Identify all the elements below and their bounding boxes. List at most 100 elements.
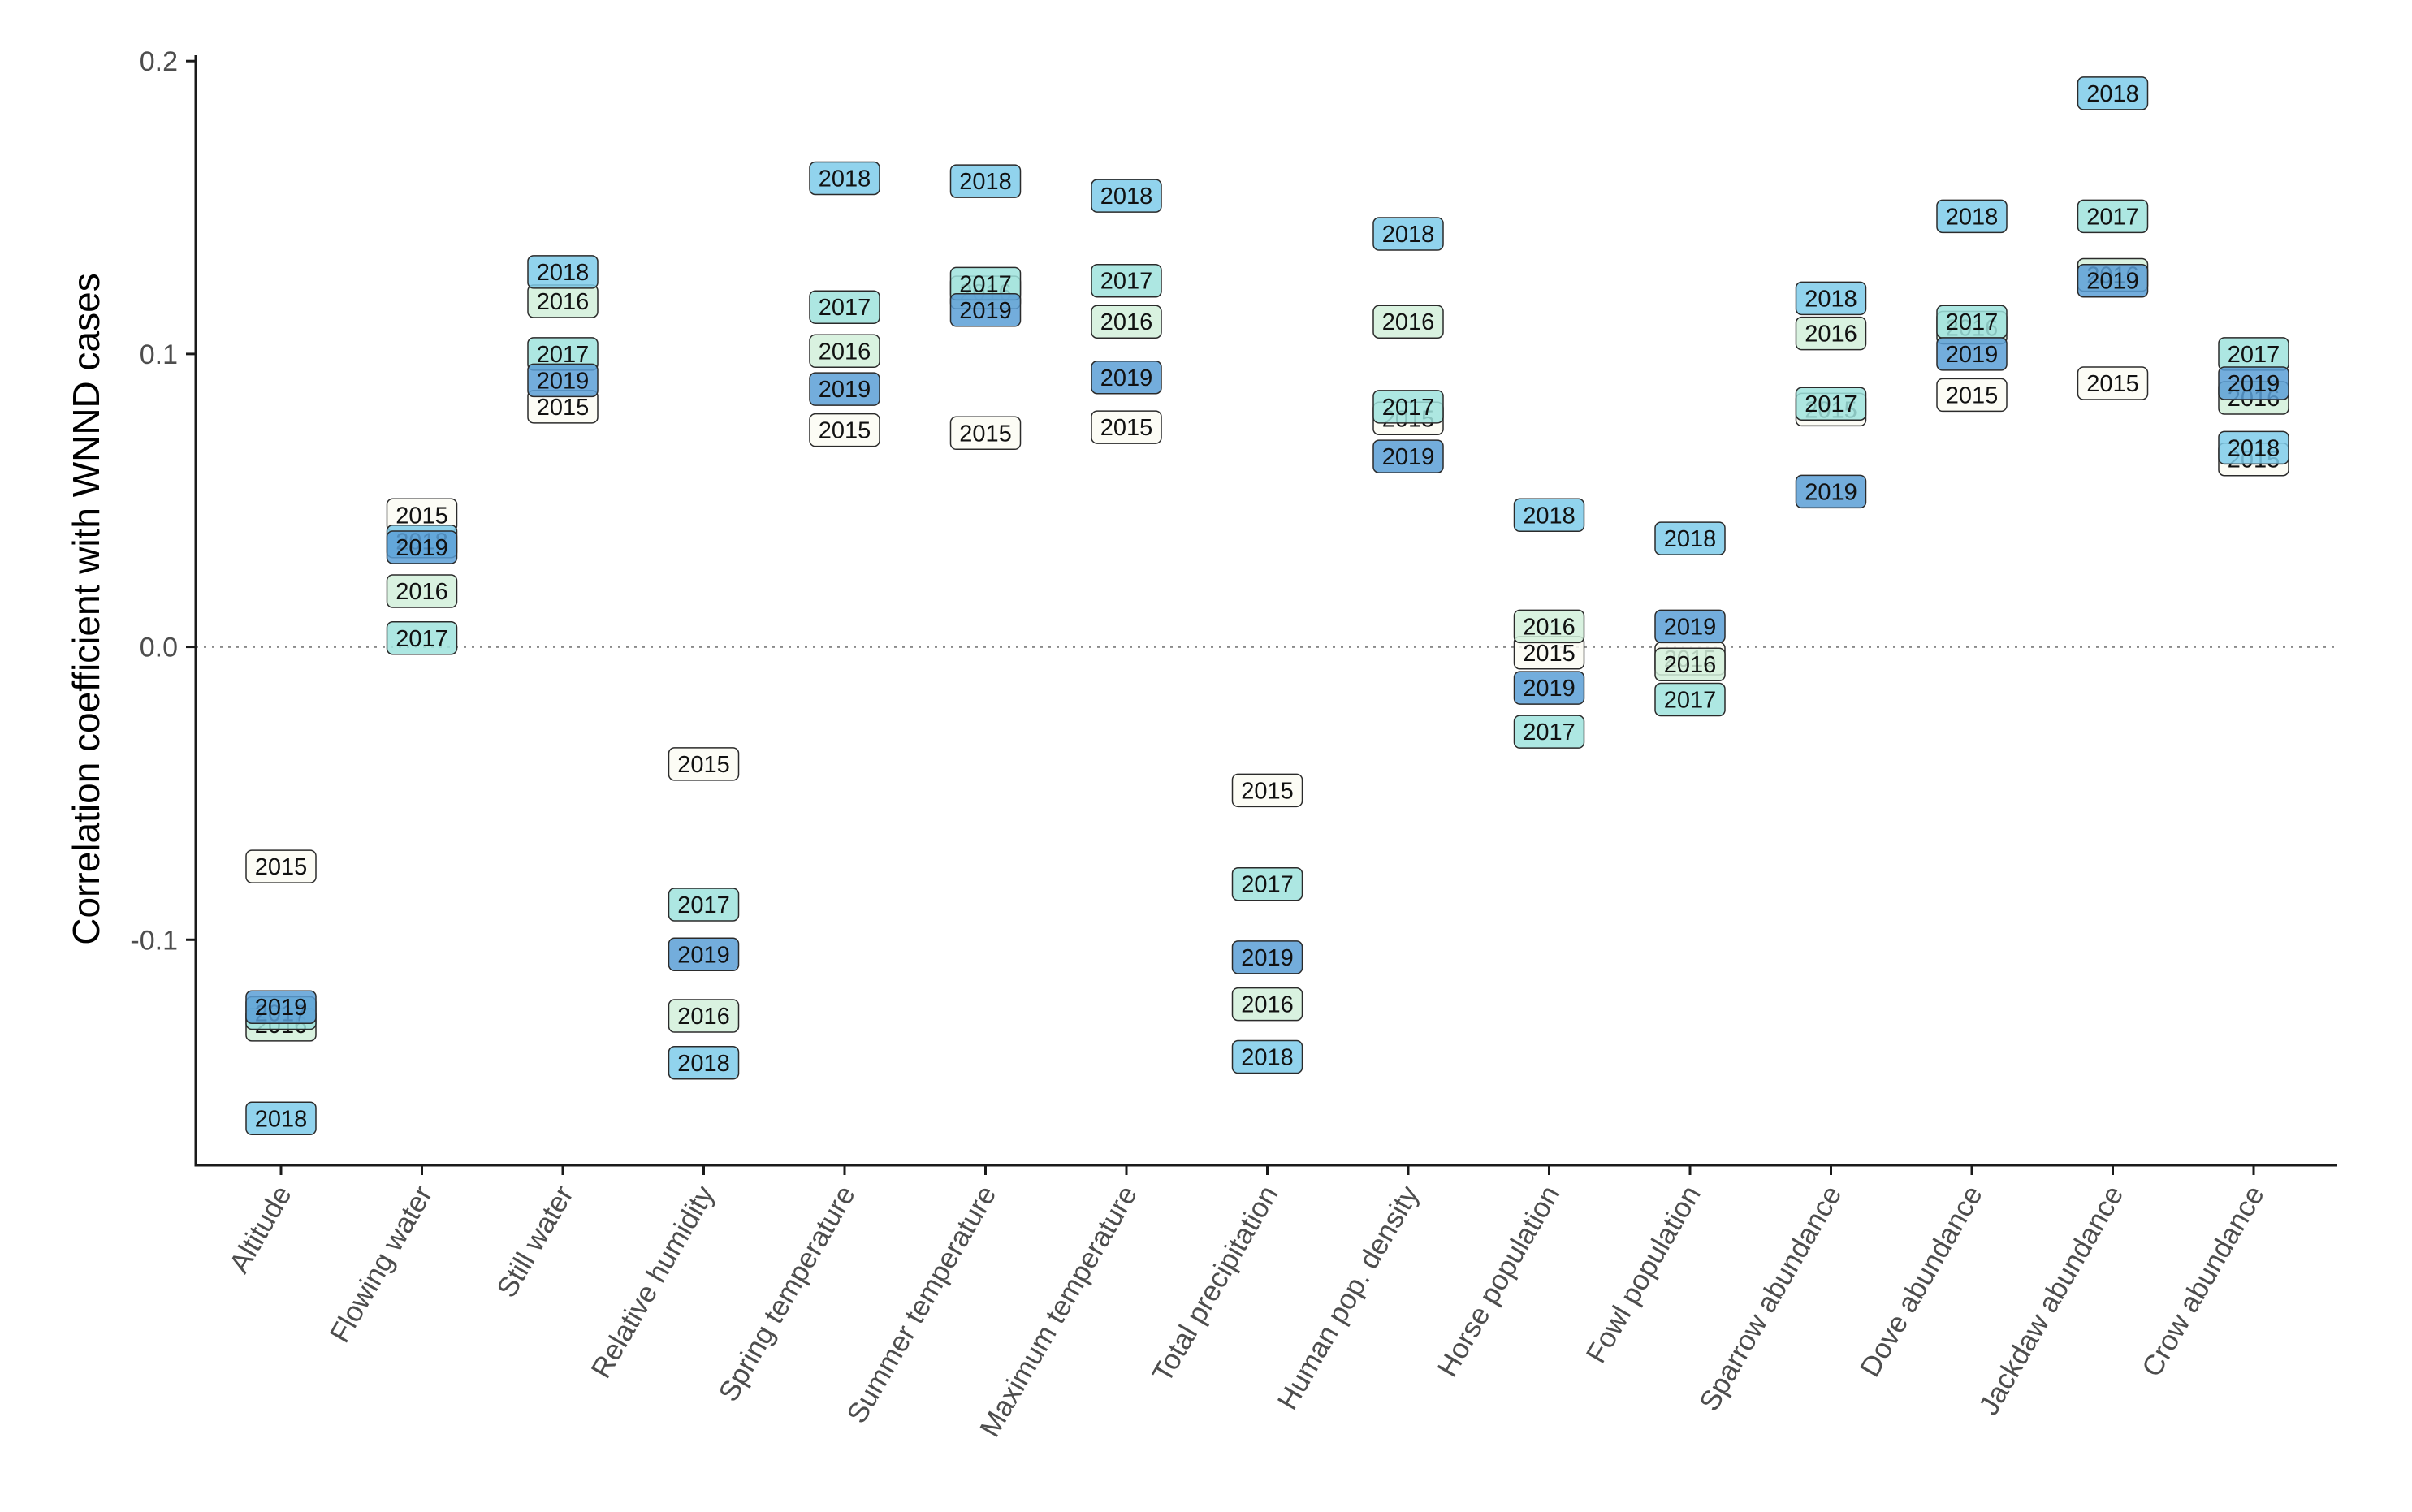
data-point-label: 2015 <box>1946 382 1999 408</box>
data-point-box <box>668 888 740 922</box>
data-point-box <box>1795 316 1867 351</box>
data-point-label: 2018 <box>959 169 1012 195</box>
x-category-label: Total precipitation <box>1146 1181 1284 1388</box>
data-point-label: 2018 <box>1946 204 1999 230</box>
data-point-2015: 2015 <box>1513 636 1585 670</box>
data-point-box <box>2077 76 2149 110</box>
data-point-label: 2016 <box>537 289 590 315</box>
data-point-2017: 2017 <box>386 621 458 655</box>
data-point-2019: 2019 <box>1936 337 2008 371</box>
data-point-2018: 2018 <box>949 164 1022 198</box>
data-point-2018: 2018 <box>1936 199 2008 234</box>
data-point-label: 2017 <box>1805 391 1857 417</box>
data-point-label: 2019 <box>1382 444 1435 470</box>
data-point-box <box>1654 682 1726 717</box>
data-point-2017: 2017 <box>1091 263 1162 298</box>
data-point-box <box>1936 199 2008 234</box>
data-point-2019: 2019 <box>386 530 458 564</box>
data-point-label: 2017 <box>959 271 1012 297</box>
data-point-box <box>245 1101 317 1136</box>
data-point-2015: 2015 <box>1231 773 1303 808</box>
x-category-label: Still water <box>491 1180 580 1302</box>
x-ticks: Altitude Flowing water Still water Relative… <box>223 1165 2271 1442</box>
data-labels: 2015 2015 2015 2015 2015 2015 2015 2015 2015 2015… <box>245 76 2289 1136</box>
data-point-box <box>1513 715 1585 749</box>
data-point-2016: 2016 <box>1091 305 1162 339</box>
data-point-box <box>527 255 599 289</box>
data-point-box <box>1795 474 1867 509</box>
data-point-label: 2016 <box>819 339 871 365</box>
data-point-box <box>668 1046 740 1080</box>
data-point-label: 2017 <box>1241 872 1294 898</box>
data-point-2018: 2018 <box>2218 430 2289 465</box>
data-point-2015: 2015 <box>949 416 1022 451</box>
y-tick-label: 0.0 <box>140 633 178 663</box>
data-point-label: 2018 <box>1100 184 1153 210</box>
data-point-box <box>949 416 1022 451</box>
data-point-box <box>809 372 880 406</box>
data-point-2016: 2016 <box>527 284 599 318</box>
x-category-label: Maximum temperature <box>974 1181 1143 1443</box>
data-point-2017: 2017 <box>1372 390 1444 424</box>
data-point-2015: 2015 <box>2077 366 2149 400</box>
data-point-2016: 2016 <box>386 574 458 608</box>
data-point-2015: 2015 <box>527 390 599 424</box>
data-point-label: 2018 <box>1805 286 1857 312</box>
data-point-label: 2019 <box>1946 342 1999 368</box>
data-point-box <box>1936 378 2008 413</box>
data-point-label: 2017 <box>2228 342 2280 368</box>
y-ticks: 0.2 0.1 0.0 -0.1 <box>130 46 196 956</box>
data-point-2017: 2017 <box>1936 305 2008 339</box>
data-point-box <box>809 290 880 324</box>
data-point-label: 2019 <box>2228 371 2280 397</box>
data-point-label: 2016 <box>1523 614 1576 640</box>
y-tick-label: 0.1 <box>140 339 178 370</box>
x-category-label: Altitude <box>223 1181 298 1279</box>
data-point-box <box>1513 671 1585 705</box>
data-point-2018: 2018 <box>1372 217 1444 251</box>
data-point-2017: 2017 <box>1231 866 1303 901</box>
data-point-box <box>949 164 1022 198</box>
data-point-2015: 2015 <box>809 413 880 447</box>
data-point-label: 2015 <box>255 854 308 880</box>
data-point-2017: 2017 <box>809 290 880 324</box>
x-category-label: Dove abundance <box>1854 1181 1989 1383</box>
data-point-2018: 2018 <box>245 1101 317 1136</box>
data-point-2017: 2017 <box>668 888 740 922</box>
data-point-2018: 2018 <box>1795 281 1867 316</box>
data-point-label: 2019 <box>255 995 308 1021</box>
data-point-label: 2016 <box>396 579 448 605</box>
data-point-box <box>668 747 740 781</box>
x-category-label: Crow abundance <box>2136 1181 2271 1383</box>
data-point-label: 2017 <box>537 342 590 368</box>
data-point-2019: 2019 <box>949 293 1022 327</box>
data-point-box <box>1513 498 1585 533</box>
data-point-label: 2016 <box>1241 992 1294 1018</box>
data-point-box <box>386 621 458 655</box>
data-point-label: 2018 <box>1241 1045 1294 1071</box>
data-point-2018: 2018 <box>1654 521 1726 555</box>
data-point-2017: 2017 <box>2077 199 2149 234</box>
data-point-label: 2018 <box>2228 435 2280 461</box>
data-point-label: 2015 <box>1241 778 1294 804</box>
data-point-2019: 2019 <box>2218 366 2289 400</box>
data-point-label: 2017 <box>1523 719 1576 745</box>
data-point-label: 2015 <box>1523 641 1576 667</box>
data-point-label: 2015 <box>2086 371 2139 397</box>
data-point-box <box>1372 305 1444 339</box>
data-point-2015: 2015 <box>1936 378 2008 413</box>
data-point-2019: 2019 <box>1654 609 1726 644</box>
x-category-label: Horse population <box>1431 1181 1566 1383</box>
data-point-label: 2019 <box>537 368 590 394</box>
data-point-box <box>2218 430 2289 465</box>
data-point-box <box>2077 263 2149 298</box>
data-point-box <box>1231 1039 1303 1074</box>
data-point-2019: 2019 <box>245 990 317 1024</box>
data-point-label: 2015 <box>959 421 1012 447</box>
data-point-box <box>245 990 317 1024</box>
data-point-label: 2019 <box>1805 479 1857 505</box>
data-point-box <box>1231 866 1303 901</box>
data-point-label: 2019 <box>959 298 1012 324</box>
data-point-box <box>668 937 740 972</box>
data-point-box <box>1795 387 1867 421</box>
